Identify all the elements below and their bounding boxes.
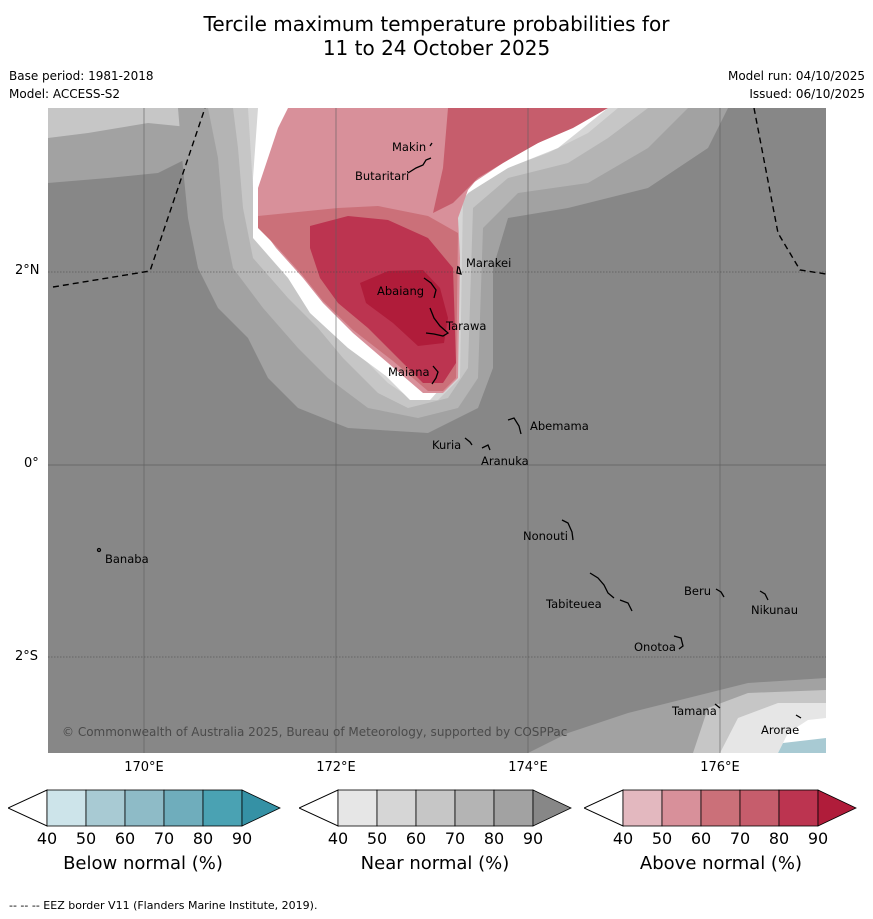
colorbar-below-segment-3: [124, 789, 165, 827]
place-nikunau: Nikunau: [751, 603, 798, 617]
issued-date: Issued: 06/10/2025: [749, 87, 865, 101]
colorbar-above-segment-6: [817, 789, 857, 827]
colorbar-below-segment-1: [46, 789, 87, 827]
colorbar-below-title: Below normal (%): [63, 853, 223, 874]
colorbar-below-normal: [8, 789, 281, 827]
eez-footer-note: -- -- -- EEZ border V11 (Flanders Marine…: [9, 899, 318, 912]
cb-near-tick-40: 40: [327, 829, 349, 848]
cb-above-tick-70: 70: [729, 829, 751, 848]
below-normal-bottomright: [778, 738, 826, 753]
colorbar-below-segment-5: [202, 789, 243, 827]
place-labels: Makin Butaritari Marakei Abaiang Tarawa …: [105, 140, 799, 737]
cb-below-tick-50: 50: [75, 829, 97, 848]
cb-above-tick-60: 60: [690, 829, 712, 848]
base-period: Base period: 1981-2018: [9, 69, 154, 83]
place-arorae: Arorae: [761, 723, 799, 737]
colorbar-below-segment-4: [163, 789, 204, 827]
lon-label-176e: 176°E: [700, 760, 740, 775]
place-aranuka: Aranuka: [481, 454, 529, 468]
colorbar-above-normal: [584, 789, 857, 827]
place-onotoa: Onotoa: [634, 640, 676, 654]
cb-below-tick-70: 70: [153, 829, 175, 848]
place-nonouti: Nonouti: [523, 529, 568, 543]
place-abemama: Abemama: [530, 419, 589, 433]
colorbar-below-segment-6: [241, 789, 281, 827]
lon-label-170e: 170°E: [124, 760, 164, 775]
cb-above-tick-40: 40: [612, 829, 634, 848]
cb-below-tick-40: 40: [36, 829, 58, 848]
colorbar-near-segment-4: [454, 789, 495, 827]
lat-label-0: 0°: [24, 456, 39, 471]
latitude-gridlines: [48, 271, 826, 658]
eez-border: [52, 108, 826, 288]
cb-near-tick-90: 90: [522, 829, 544, 848]
colorbar-above-title: Above normal (%): [639, 853, 803, 874]
lat-label-2s: 2°S: [15, 649, 39, 664]
colorbar-near-segment-5: [493, 789, 534, 827]
above-normal-90: [360, 270, 448, 346]
colorbar-above-segment-4: [739, 789, 780, 827]
cb-above-tick-80: 80: [768, 829, 790, 848]
colorbar-above-segment-1: [622, 789, 663, 827]
place-butaritari: Butaritari: [355, 169, 409, 183]
title-line-2: 11 to 24 October 2025: [322, 36, 551, 60]
place-beru: Beru: [684, 584, 711, 598]
colorbar-near-segment-2: [376, 789, 417, 827]
lon-label-174e: 174°E: [508, 760, 548, 775]
colorbar-above-segment-5: [778, 789, 819, 827]
colorbar-near-segment-1: [337, 789, 378, 827]
island-outlines: [96, 142, 802, 719]
lat-label-2n: 2°N: [15, 263, 40, 278]
cb-below-tick-60: 60: [114, 829, 136, 848]
cb-above-tick-50: 50: [651, 829, 673, 848]
colorbar-near-normal: [299, 789, 572, 827]
cb-below-tick-80: 80: [192, 829, 214, 848]
place-marakei: Marakei: [466, 256, 511, 270]
copyright-notice: © Commonwealth of Australia 2025, Bureau…: [62, 725, 567, 739]
place-tarawa: Tarawa: [445, 319, 486, 333]
colorbar-above-segment-2: [661, 789, 702, 827]
colorbar-near-segment-3: [415, 789, 456, 827]
title-line-1: Tercile maximum temperature probabilitie…: [203, 12, 670, 36]
cb-near-tick-80: 80: [483, 829, 505, 848]
place-banaba: Banaba: [105, 552, 149, 566]
place-tamana: Tamana: [671, 704, 717, 718]
place-tabiteuea: Tabiteuea: [545, 597, 602, 611]
place-kuria: Kuria: [432, 438, 461, 452]
cb-below-tick-90: 90: [231, 829, 253, 848]
cb-near-tick-50: 50: [366, 829, 388, 848]
model-run: Model run: 04/10/2025: [727, 69, 865, 83]
colorbar-near-title: Near normal (%): [360, 853, 510, 874]
near-normal-band-topleft-light: [48, 108, 198, 138]
cb-near-tick-60: 60: [405, 829, 427, 848]
meta-left: Base period: 1981-2018 Model: ACCESS-S2: [9, 67, 154, 103]
cb-above-tick-90: 90: [807, 829, 829, 848]
place-makin: Makin: [392, 140, 426, 154]
cb-near-tick-70: 70: [444, 829, 466, 848]
model-name: Model: ACCESS-S2: [9, 87, 121, 101]
lon-label-172e: 172°E: [316, 760, 356, 775]
map-panel: Makin Butaritari Marakei Abaiang Tarawa …: [48, 108, 826, 753]
colorbar-above-segment-3: [700, 789, 741, 827]
place-maiana: Maiana: [388, 365, 430, 379]
map-title: Tercile maximum temperature probabilitie…: [0, 12, 873, 60]
colorbar-near-segment-6: [532, 789, 572, 827]
meta-right: Model run: 04/10/2025 Issued: 06/10/2025: [728, 67, 865, 103]
above-normal-70-top: [433, 108, 608, 213]
gridlines: [143, 108, 721, 753]
place-abaiang: Abaiang: [377, 284, 424, 298]
colorbar-below-segment-2: [85, 789, 126, 827]
